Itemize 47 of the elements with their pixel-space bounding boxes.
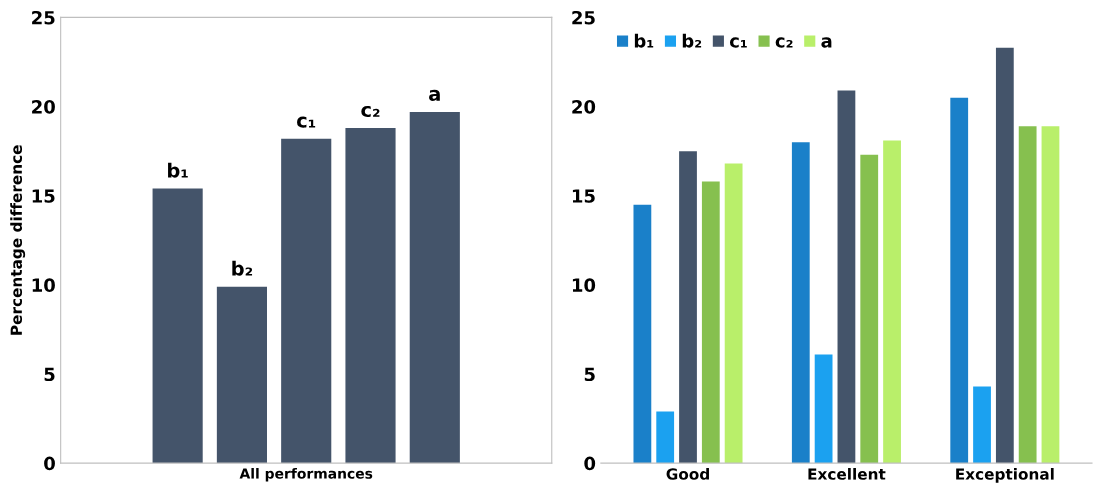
x-tick-label: Good [666,468,709,480]
series-label: c₂ [361,105,380,118]
y-tick-label: 0 [584,456,596,471]
y-tick-label: 10 [32,278,55,292]
y-tick-label: 0 [44,456,55,471]
y-axis-title: Percentage difference [10,145,26,335]
bar [345,127,396,464]
legend-label: b₁ [634,33,654,48]
bar [724,163,743,464]
bar [701,181,720,464]
bar [995,47,1014,464]
bar [656,411,675,464]
x-tick-label: All performances [239,468,373,482]
bar [883,140,901,464]
series-label: b₁ [168,162,188,178]
bar [679,151,697,464]
y-tick-label: 5 [584,367,595,382]
legend-label: c₂ [775,37,793,48]
bar [837,90,856,464]
bar [973,386,991,464]
bar [281,138,332,464]
bar [1018,126,1037,464]
x-tick-label: Excellent [808,468,886,480]
bar [152,188,203,464]
y-tick-label: 25 [572,10,595,25]
legend-label: a [821,37,832,48]
bar [791,142,810,464]
legend-label: c₁ [729,37,747,48]
y-tick-label: 15 [572,189,595,203]
legend-label: b₂ [682,33,702,48]
y-tick-label: 10 [572,278,596,292]
bar [814,354,833,464]
bar [1041,126,1060,464]
bar [216,286,267,464]
series-label: b₂ [232,260,253,276]
bar [950,97,969,464]
y-tick-label: 20 [32,100,55,114]
y-tick-label: 20 [572,100,596,114]
y-tick-label: 5 [44,367,55,382]
y-tick-label: 15 [32,189,55,203]
x-tick-label: Exceptional [956,468,1054,483]
bar [633,204,652,464]
series-label: a [429,89,440,102]
bar [860,154,879,464]
bar [409,111,460,464]
series-label: c₁ [297,116,316,128]
y-tick-label: 25 [32,10,55,25]
